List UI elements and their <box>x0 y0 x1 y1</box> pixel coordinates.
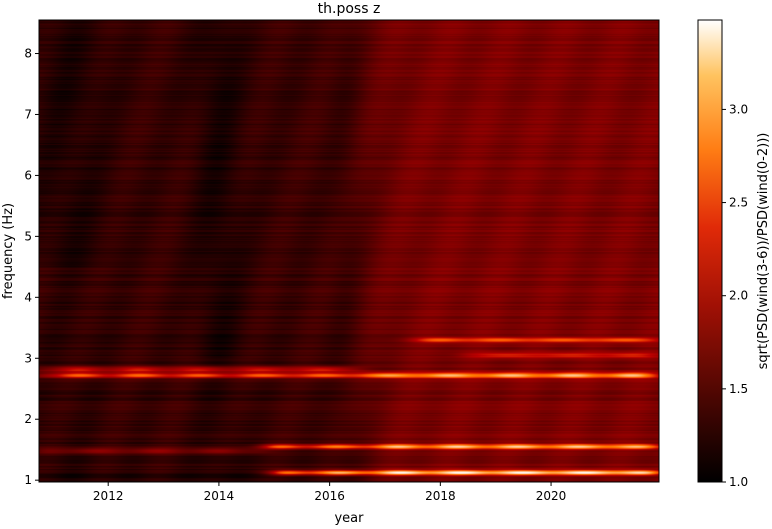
x-tick-label: 2012 <box>93 489 124 503</box>
colorbar <box>697 19 723 483</box>
y-tick-label: 5 <box>24 229 32 243</box>
y-tick-label: 7 <box>24 107 32 121</box>
y-tick-label: 8 <box>24 47 32 61</box>
colorbar-tick-label: 2.5 <box>729 196 748 210</box>
y-tick-label: 3 <box>24 351 32 365</box>
y-axis: 1 2 3 4 5 6 7 8 <box>24 47 39 487</box>
plot-frame <box>38 19 660 483</box>
y-tick-label: 1 <box>24 473 32 487</box>
x-axis: 2012 2014 2016 2018 2020 <box>93 482 566 503</box>
x-tick-label: 2018 <box>425 489 456 503</box>
y-tick-label: 6 <box>24 168 32 182</box>
heatmap-image <box>39 20 659 482</box>
x-tick-label: 2014 <box>204 489 235 503</box>
x-tick-label: 2016 <box>314 489 345 503</box>
colorbar-tick-label: 1.5 <box>729 382 748 396</box>
colorbar-tick-label: 2.0 <box>729 289 748 303</box>
colorbar-axis: 1.0 1.5 2.0 2.5 3.0 <box>722 102 748 489</box>
colorbar-tick-label: 3.0 <box>729 102 748 116</box>
x-tick-label: 2020 <box>536 489 567 503</box>
heatmap-area <box>39 20 659 482</box>
colorbar-label: sqrt(PSD(wind(3-6))/PSD(wind(0-2))) <box>756 133 771 370</box>
chart-title: th.poss z <box>318 1 381 17</box>
x-axis-label: year <box>334 511 364 525</box>
y-tick-label: 2 <box>24 412 32 426</box>
colorbar-tick-label: 1.0 <box>729 475 748 489</box>
y-tick-label: 4 <box>24 290 32 304</box>
y-axis-label: frequency (Hz) <box>1 203 16 299</box>
